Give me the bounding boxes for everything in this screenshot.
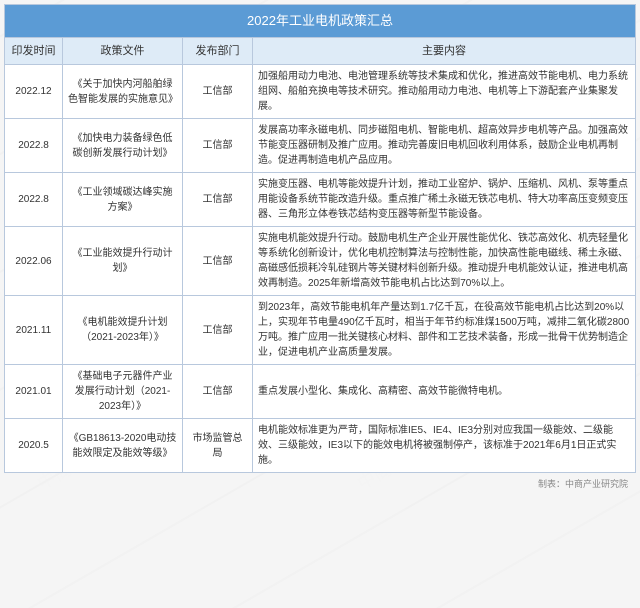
cell-content: 重点发展小型化、集成化、高精密、高效节能微特电机。 <box>253 365 636 419</box>
title-row: 2022年工业电机政策汇总 <box>5 5 636 38</box>
cell-content: 发展高功率永磁电机、同步磁阻电机、智能电机、超高效异步电机等产品。加强高效节能变… <box>253 119 636 173</box>
cell-dept: 工信部 <box>183 65 253 119</box>
cell-doc: 《GB18613-2020电动技能效限定及能效等级》 <box>63 419 183 473</box>
policy-table: 2022年工业电机政策汇总 印发时间 政策文件 发布部门 主要内容 2022.1… <box>4 4 636 473</box>
cell-doc: 《关于加快内河船舶绿色智能发展的实施意见》 <box>63 65 183 119</box>
cell-dept: 市场监管总局 <box>183 419 253 473</box>
cell-doc: 《电机能效提升计划（2021-2023年）》 <box>63 296 183 365</box>
table-container: 2022年工业电机政策汇总 印发时间 政策文件 发布部门 主要内容 2022.1… <box>0 0 640 494</box>
cell-doc: 《工业领域碳达峰实施方案》 <box>63 173 183 227</box>
cell-date: 2022.8 <box>5 119 63 173</box>
col-header-dept: 发布部门 <box>183 37 253 65</box>
cell-dept: 工信部 <box>183 365 253 419</box>
col-header-date: 印发时间 <box>5 37 63 65</box>
cell-dept: 工信部 <box>183 227 253 296</box>
cell-doc: 《加快电力装备绿色低碳创新发展行动计划》 <box>63 119 183 173</box>
cell-date: 2021.11 <box>5 296 63 365</box>
table-row: 2022.06 《工业能效提升行动计划》 工信部 实施电机能效提升行动。鼓励电机… <box>5 227 636 296</box>
table-row: 2021.01 《基础电子元器件产业发展行动计划（2021-2023年）》 工信… <box>5 365 636 419</box>
table-row: 2022.8 《工业领域碳达峰实施方案》 工信部 实施变压器、电机等能效提升计划… <box>5 173 636 227</box>
cell-doc: 《基础电子元器件产业发展行动计划（2021-2023年）》 <box>63 365 183 419</box>
header-row: 印发时间 政策文件 发布部门 主要内容 <box>5 37 636 65</box>
cell-content: 实施变压器、电机等能效提升计划，推动工业窑炉、锅炉、压缩机、风机、泵等重点用能设… <box>253 173 636 227</box>
table-row: 2022.8 《加快电力装备绿色低碳创新发展行动计划》 工信部 发展高功率永磁电… <box>5 119 636 173</box>
cell-dept: 工信部 <box>183 296 253 365</box>
cell-date: 2022.12 <box>5 65 63 119</box>
cell-date: 2022.06 <box>5 227 63 296</box>
table-body: 2022.12 《关于加快内河船舶绿色智能发展的实施意见》 工信部 加强船用动力… <box>5 65 636 473</box>
cell-date: 2022.8 <box>5 173 63 227</box>
cell-doc: 《工业能效提升行动计划》 <box>63 227 183 296</box>
cell-content: 电机能效标准更为严苛，国际标准IE5、IE4、IE3分别对应我国一级能效、二级能… <box>253 419 636 473</box>
cell-content: 实施电机能效提升行动。鼓励电机生产企业开展性能优化、铁芯高效化、机壳轻量化等系统… <box>253 227 636 296</box>
cell-date: 2021.01 <box>5 365 63 419</box>
table-title: 2022年工业电机政策汇总 <box>5 5 636 38</box>
cell-date: 2020.5 <box>5 419 63 473</box>
table-row: 2020.5 《GB18613-2020电动技能效限定及能效等级》 市场监管总局… <box>5 419 636 473</box>
cell-dept: 工信部 <box>183 173 253 227</box>
cell-content: 到2023年，高效节能电机年产量达到1.7亿千瓦，在役高效节能电机占比达到20%… <box>253 296 636 365</box>
col-header-content: 主要内容 <box>253 37 636 65</box>
cell-dept: 工信部 <box>183 119 253 173</box>
col-header-doc: 政策文件 <box>63 37 183 65</box>
table-row: 2022.12 《关于加快内河船舶绿色智能发展的实施意见》 工信部 加强船用动力… <box>5 65 636 119</box>
cell-content: 加强船用动力电池、电池管理系统等技术集成和优化，推进高效节能电机、电力系统组网、… <box>253 65 636 119</box>
table-row: 2021.11 《电机能效提升计划（2021-2023年）》 工信部 到2023… <box>5 296 636 365</box>
footer-credit: 制表：中商产业研究院 <box>4 473 636 490</box>
